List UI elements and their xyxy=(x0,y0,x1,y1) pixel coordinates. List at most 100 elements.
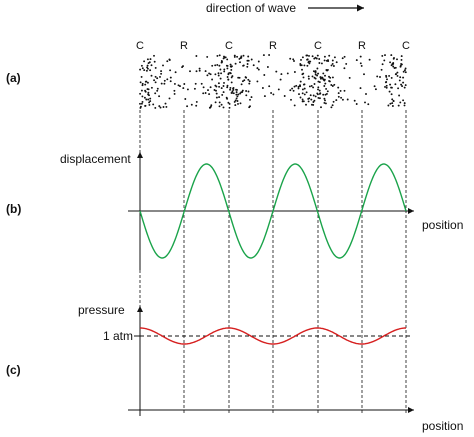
particle-dot xyxy=(213,89,216,91)
particle-dot xyxy=(384,85,386,88)
particle-dot xyxy=(388,74,391,77)
particle-dot xyxy=(303,87,306,90)
particle-dot xyxy=(234,104,237,107)
particle-dot xyxy=(381,54,384,57)
particle-dot xyxy=(326,90,329,93)
particle-dot xyxy=(227,78,230,81)
particle-dot xyxy=(230,81,233,84)
particle-dot xyxy=(140,89,143,92)
particle-dot xyxy=(250,96,253,99)
particle-dot xyxy=(220,103,223,106)
marker-label: C xyxy=(314,40,322,52)
panel-b-label: (b) xyxy=(6,202,21,216)
particle-dot xyxy=(234,62,237,65)
particle-dot xyxy=(241,89,244,92)
particle-dot xyxy=(307,77,310,80)
particle-dot xyxy=(314,71,317,74)
particle-dot xyxy=(217,72,220,75)
particle-dot xyxy=(394,66,397,69)
particle-dot xyxy=(317,96,320,99)
particle-dot xyxy=(246,59,249,62)
particle-dot xyxy=(149,100,152,103)
particle-dot xyxy=(272,93,275,96)
particle-dot xyxy=(226,76,229,78)
particle-dot xyxy=(322,93,325,96)
particle-dot xyxy=(139,81,142,84)
particle-dot xyxy=(339,89,342,92)
particle-dot xyxy=(154,92,157,95)
particle-dot xyxy=(234,99,237,102)
particle-dot xyxy=(147,91,150,94)
particle-dot xyxy=(237,93,240,96)
particle-dot xyxy=(359,55,362,58)
particle-dot xyxy=(341,98,344,101)
particle-dot xyxy=(307,75,310,78)
particle-dot xyxy=(323,55,326,58)
particle-dot xyxy=(348,76,351,79)
particle-dot xyxy=(144,83,147,86)
particle-dot xyxy=(330,64,333,67)
particle-dot xyxy=(306,54,309,57)
particle-dot xyxy=(169,69,172,72)
particle-dot xyxy=(220,72,223,75)
particle-dot xyxy=(239,61,241,64)
particle-dot xyxy=(153,54,155,57)
particle-dot xyxy=(247,78,250,81)
particle-dot xyxy=(217,74,220,77)
particle-dot xyxy=(312,86,315,89)
particle-dot xyxy=(168,97,171,100)
particle-dot xyxy=(145,69,148,72)
particle-dot xyxy=(150,74,153,77)
particle-dot xyxy=(233,55,236,58)
particle-dot xyxy=(216,54,219,57)
particle-dot xyxy=(379,76,381,78)
particle-dot xyxy=(386,78,388,81)
particle-dot xyxy=(292,89,295,92)
particle-dot xyxy=(174,71,177,74)
particle-dot xyxy=(150,86,153,89)
particle-dot xyxy=(186,88,189,91)
particle-dot xyxy=(318,89,321,92)
particle-dot xyxy=(404,71,407,74)
particle-dot xyxy=(232,92,235,95)
particle-dot xyxy=(222,91,225,94)
particle-dot xyxy=(270,92,273,94)
particle-dot xyxy=(166,60,169,63)
particle-dot xyxy=(152,103,155,106)
particle-dot xyxy=(226,84,229,87)
particle-dot xyxy=(333,56,336,59)
marker-label: C xyxy=(402,40,410,52)
particle-dot xyxy=(307,97,310,100)
particle-dot xyxy=(331,85,334,87)
particle-dot xyxy=(220,60,223,62)
particle-dot xyxy=(195,55,198,57)
particle-dot xyxy=(215,92,218,95)
particle-dot xyxy=(399,76,402,79)
particle-dot xyxy=(303,93,306,96)
particle-dot xyxy=(147,98,150,101)
particle-dot xyxy=(363,73,365,76)
particle-dot xyxy=(146,67,149,70)
particle-dot xyxy=(290,98,292,101)
particle-dot xyxy=(230,68,233,71)
particle-dot xyxy=(312,101,315,103)
particle-dot xyxy=(389,61,392,64)
particle-dot xyxy=(235,93,238,96)
particle-dot xyxy=(218,85,221,88)
particle-dot xyxy=(385,75,388,78)
particle-dot xyxy=(156,87,159,90)
particle-dot xyxy=(263,74,266,76)
particle-dot xyxy=(248,80,251,83)
particle-dot xyxy=(400,58,403,61)
particle-dot xyxy=(146,88,149,91)
particle-dot xyxy=(160,70,163,73)
particle-dot xyxy=(376,75,379,78)
particle-dot xyxy=(389,102,392,105)
particle-dot xyxy=(145,98,148,101)
particle-dot xyxy=(383,59,386,62)
particle-dot xyxy=(331,76,334,79)
particle-dot xyxy=(368,58,371,61)
particle-dot xyxy=(141,95,144,98)
particle-dot xyxy=(301,56,304,59)
particle-dot xyxy=(256,67,259,70)
